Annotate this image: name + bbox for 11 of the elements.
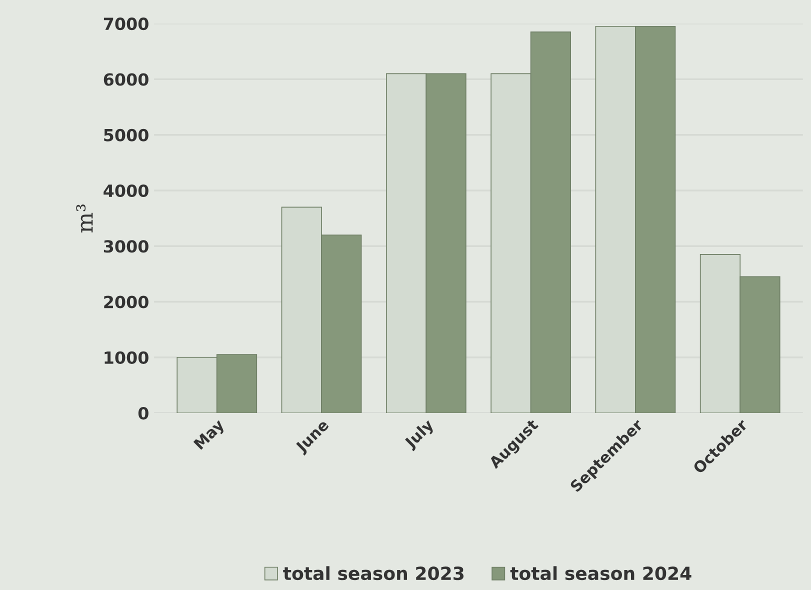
y-tick-label: 5000 — [104, 128, 148, 142]
y-tick-label: 6000 — [104, 73, 148, 86]
y-tick-label: 3000 — [104, 240, 148, 253]
legend-label: total season 2024 — [510, 566, 692, 580]
y-tick-label: 2000 — [104, 296, 148, 308]
y-tick-label: 4000 — [104, 184, 148, 198]
y-tick-label: 1000 — [104, 351, 148, 364]
y-tick-label: 0 — [138, 406, 148, 420]
legend-label: total season 2023 — [283, 566, 464, 580]
y-tick-label: 7000 — [104, 18, 148, 30]
y-axis-title: m³ — [76, 204, 93, 232]
